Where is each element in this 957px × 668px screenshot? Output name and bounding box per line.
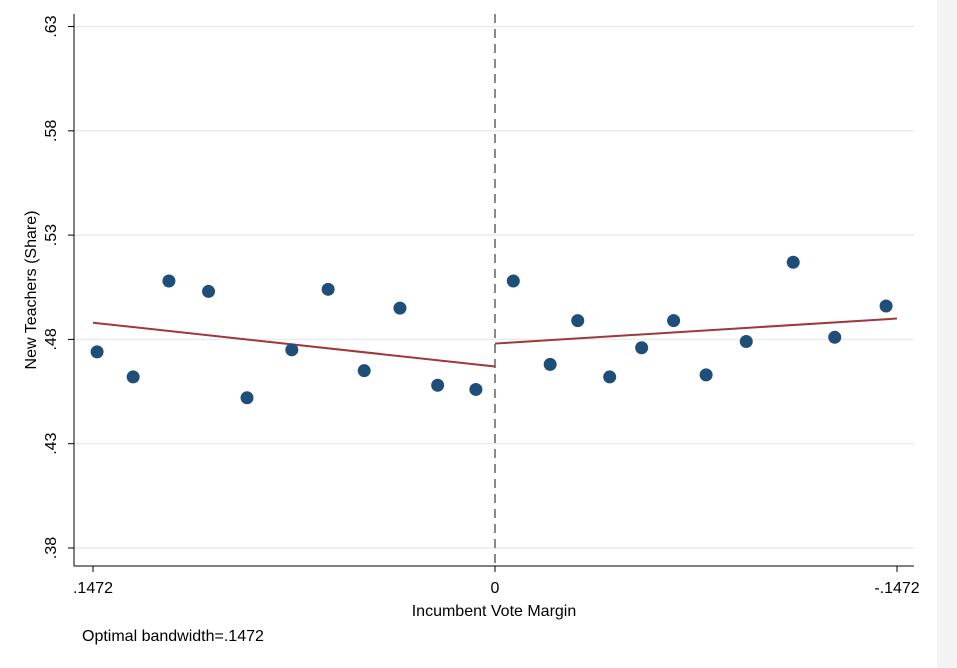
- data-point: [603, 370, 617, 384]
- fit-line-right: [494, 317, 898, 345]
- data-point: [357, 364, 371, 378]
- y-axis-title: New Teachers (Share): [23, 211, 40, 370]
- data-point: [635, 341, 649, 355]
- y-tick-label: .58: [43, 120, 60, 142]
- data-point: [739, 334, 753, 348]
- y-tick-label: .38: [43, 537, 60, 559]
- y-tick-label: .48: [43, 328, 60, 350]
- x-axis-title: Incumbent Vote Margin: [412, 603, 577, 620]
- x-tick-label: .1472: [73, 580, 113, 597]
- data-point: [240, 391, 254, 405]
- grid-lines: [74, 25, 914, 549]
- data-point: [431, 378, 445, 392]
- data-point: [828, 330, 842, 344]
- data-point: [126, 370, 140, 384]
- bandwidth-note: Optimal bandwidth=.1472: [82, 628, 264, 645]
- right-panel-edge: [937, 0, 957, 668]
- y-tick-label: .53: [43, 224, 60, 246]
- data-points: [90, 255, 893, 405]
- data-point: [786, 255, 800, 269]
- data-point: [202, 284, 216, 298]
- data-point: [879, 299, 893, 313]
- y-tick-label: .43: [43, 432, 60, 454]
- x-ticks: .1472 0 -.1472: [73, 566, 920, 597]
- data-point: [285, 343, 299, 357]
- y-ticks: .38 .43 .48 .53 .58 .63: [43, 15, 74, 559]
- data-point: [469, 382, 483, 396]
- data-point: [90, 345, 104, 359]
- data-point: [506, 274, 520, 288]
- data-point: [321, 282, 335, 296]
- y-tick-label: .63: [43, 15, 60, 37]
- axes: [73, 14, 914, 567]
- data-point: [543, 357, 557, 371]
- data-point: [162, 274, 176, 288]
- data-point: [571, 314, 585, 328]
- data-point: [393, 301, 407, 315]
- x-tick-label: 0: [491, 580, 500, 597]
- data-point: [699, 368, 713, 382]
- data-point: [667, 314, 681, 328]
- x-tick-label: -.1472: [874, 580, 919, 597]
